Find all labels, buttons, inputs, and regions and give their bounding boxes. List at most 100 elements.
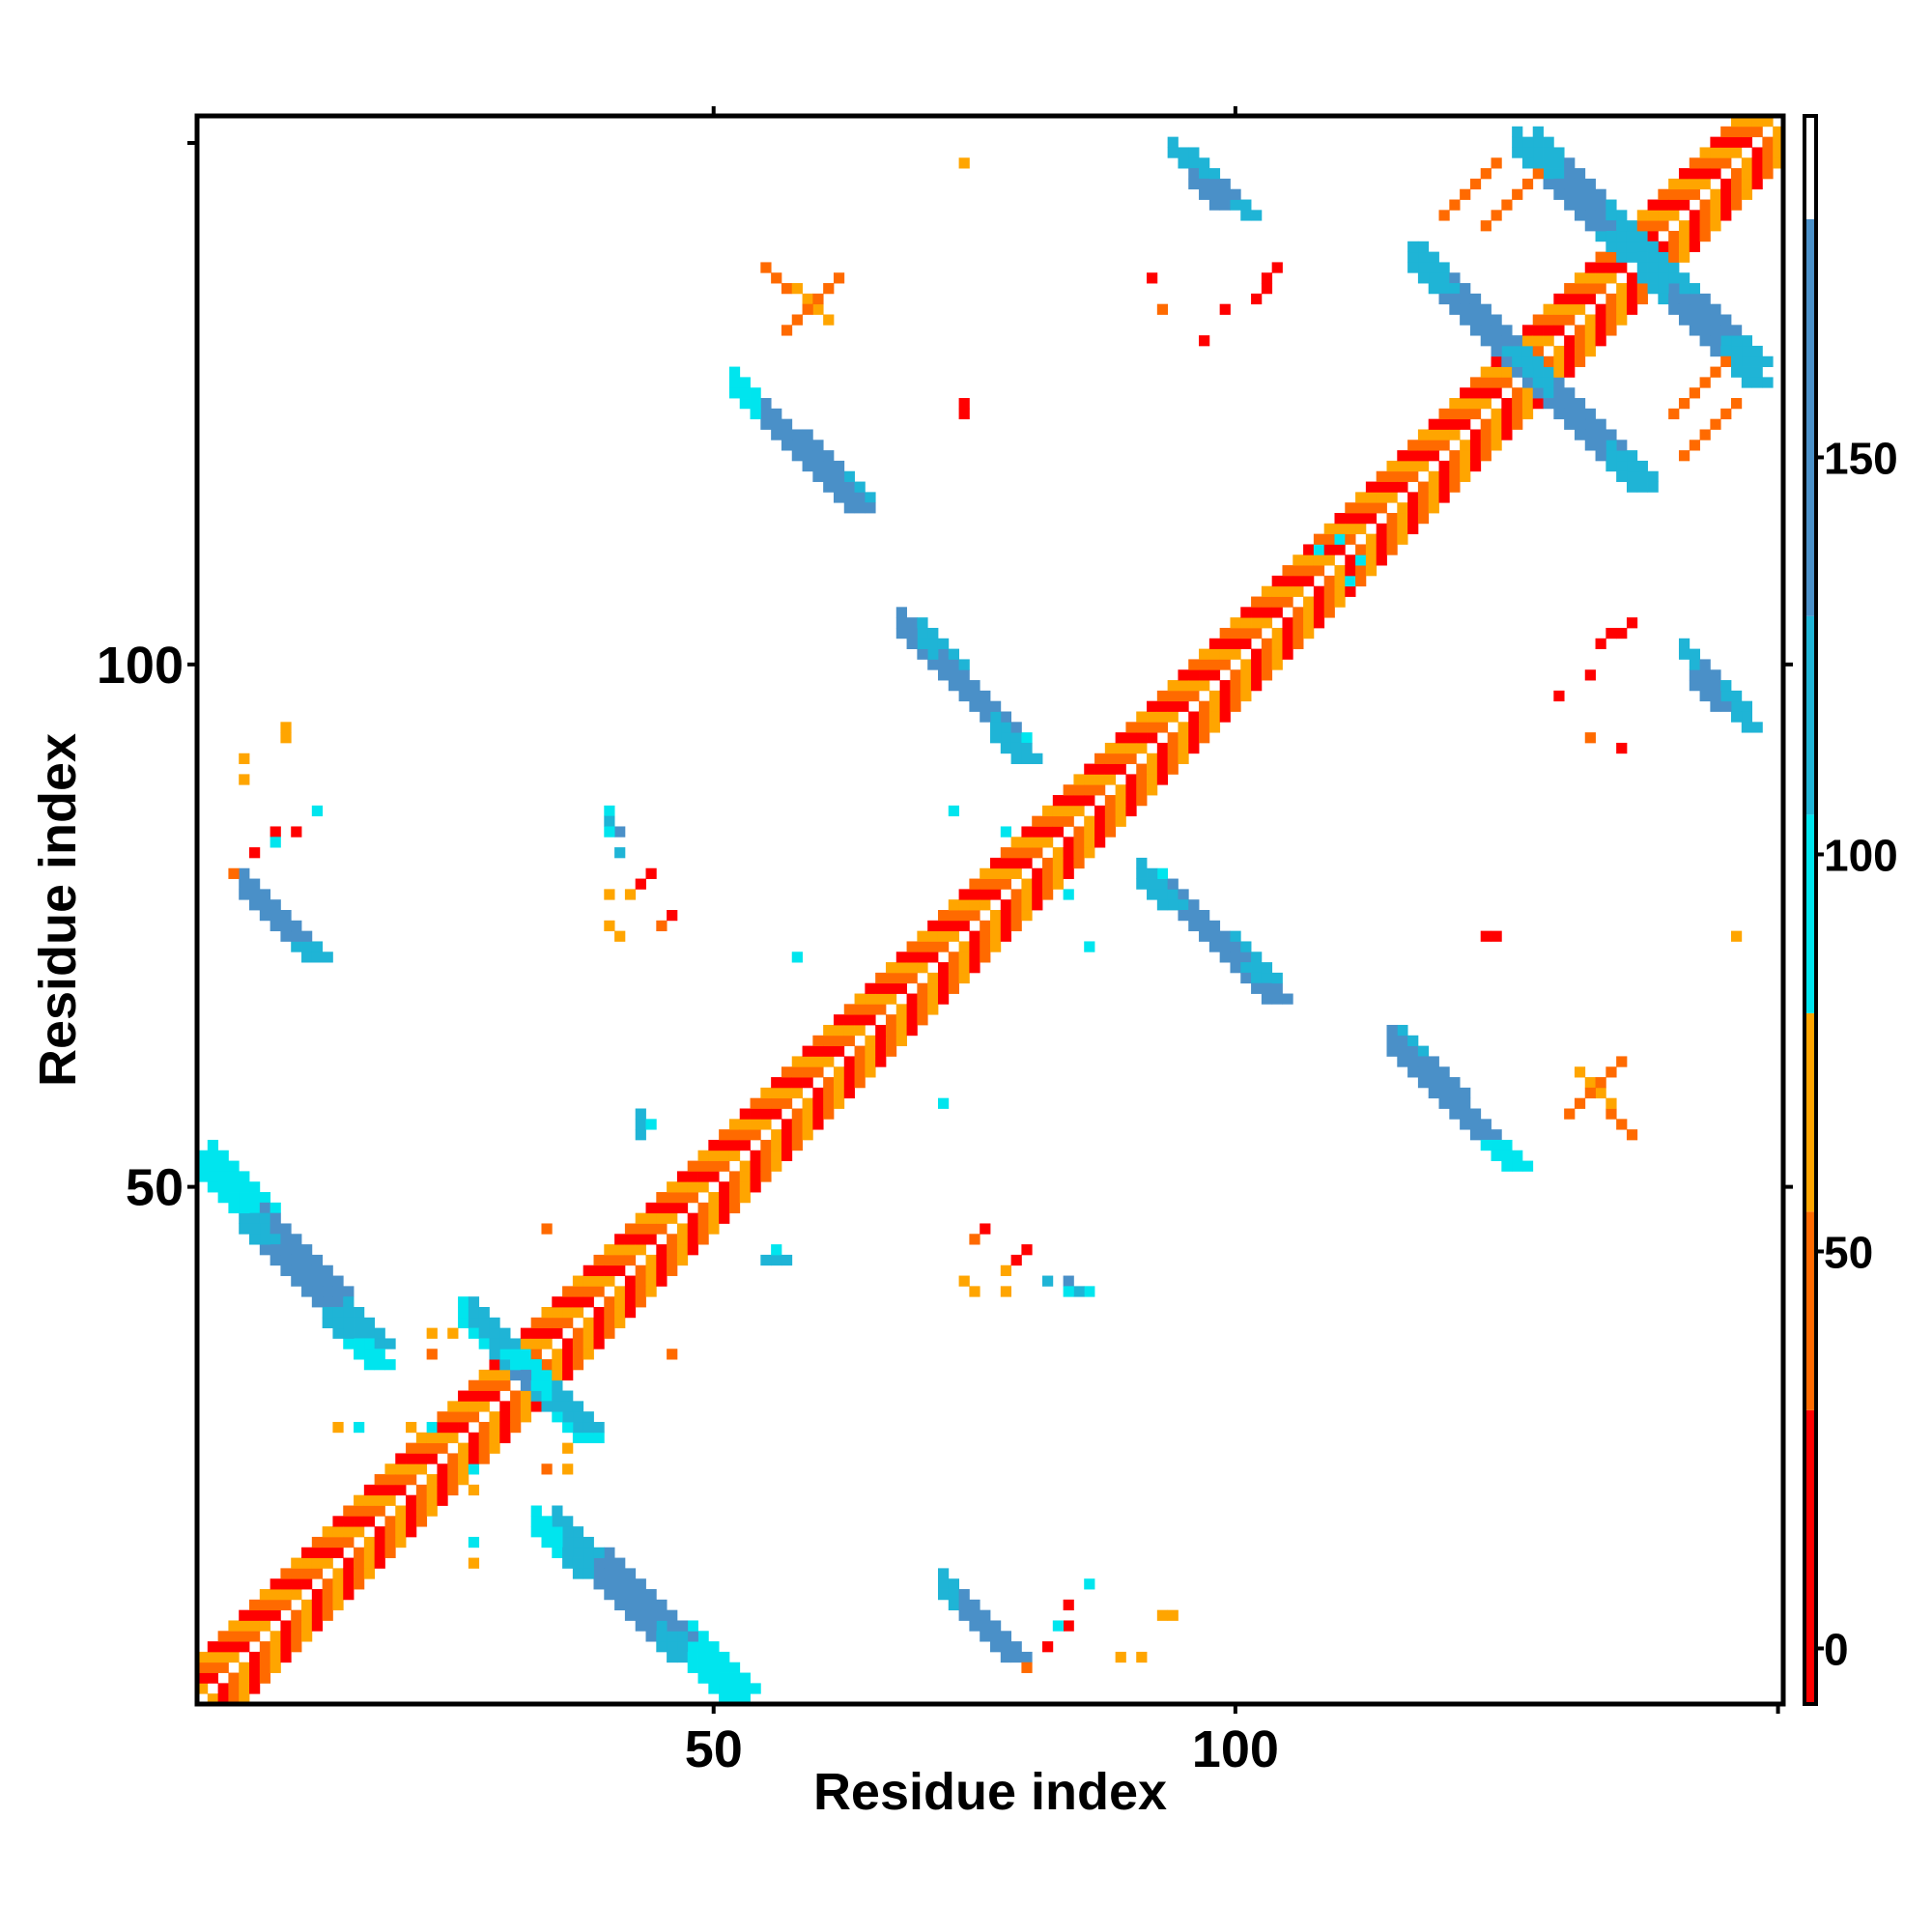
heatmap-cell (1605, 230, 1617, 242)
heatmap-cell (604, 1275, 615, 1287)
heatmap-cell (1208, 659, 1221, 670)
heatmap-cell (1178, 700, 1189, 712)
heatmap-cell (1000, 920, 1011, 932)
heatmap-cell (937, 1097, 950, 1109)
heatmap-cell (322, 1609, 333, 1621)
heatmap-cell (676, 1171, 689, 1182)
heatmap-cell (1584, 210, 1596, 221)
heatmap-cell (541, 1223, 553, 1235)
heatmap-cell (1240, 607, 1252, 618)
heatmap-cell (280, 930, 292, 942)
heatmap-cell (1323, 607, 1335, 618)
heatmap-cell (1199, 732, 1210, 744)
heatmap-cell (1156, 303, 1169, 315)
heatmap-cell (1491, 345, 1502, 357)
heatmap-cell (1720, 147, 1732, 158)
heatmap-cell (645, 1589, 657, 1601)
heatmap-cell (823, 283, 835, 295)
heatmap-cell (1460, 418, 1471, 430)
heatmap-cell (823, 1087, 835, 1099)
heatmap-cell (875, 993, 887, 1005)
heatmap-cell (760, 1119, 772, 1130)
heatmap-cell (406, 1442, 417, 1454)
heatmap-cell (374, 1474, 385, 1486)
heatmap-cell (1386, 492, 1398, 503)
heatmap-cell (667, 1631, 678, 1642)
heatmap-cell (270, 826, 281, 838)
heatmap-cell (1334, 544, 1346, 555)
heatmap-cell (1147, 700, 1158, 712)
heatmap-cell (1323, 575, 1335, 587)
heatmap-cell (1230, 700, 1241, 712)
heatmap-cell (697, 1641, 709, 1653)
heatmap-cell (1188, 178, 1200, 190)
heatmap-cell (1564, 366, 1576, 378)
heatmap-cell (865, 1066, 876, 1078)
heatmap-cell (489, 1379, 500, 1391)
heatmap-cell (426, 1505, 438, 1517)
heatmap-cell (1199, 659, 1210, 670)
heatmap-cell (1125, 784, 1137, 796)
heatmap-cell (739, 1171, 751, 1182)
heatmap-cell (1261, 669, 1273, 681)
heatmap-cell (791, 952, 803, 963)
heatmap-cell (1636, 272, 1648, 284)
heatmap-cell (291, 1568, 302, 1579)
heatmap-cell (1376, 523, 1387, 535)
heatmap-cell (197, 1171, 209, 1182)
heatmap-cell (593, 1264, 605, 1276)
heatmap-cell (667, 910, 678, 922)
heatmap-cell (1282, 596, 1293, 608)
heatmap-cell (656, 1641, 668, 1653)
heatmap-cell (301, 952, 313, 963)
heatmap-cell (228, 1192, 240, 1204)
heatmap-cell (1199, 648, 1210, 660)
heatmap-cell (1574, 1097, 1586, 1109)
heatmap-cell (1491, 314, 1502, 326)
heatmap-cell (771, 1129, 782, 1141)
heatmap-cell (1636, 230, 1648, 242)
heatmap-cell (1365, 481, 1378, 493)
heatmap-cell (1136, 732, 1148, 744)
heatmap-cell (1261, 962, 1273, 974)
heatmap-cell (739, 1129, 751, 1141)
heatmap-cell (301, 930, 313, 942)
heatmap-cell (562, 1557, 574, 1569)
heatmap-cell (572, 1547, 584, 1558)
heatmap-cell (1584, 314, 1596, 326)
heatmap-cell (259, 889, 271, 900)
heatmap-cell (1512, 366, 1523, 378)
heatmap-cell (708, 1683, 720, 1694)
heatmap-cell (510, 1411, 522, 1423)
heatmap-cell (1626, 460, 1638, 472)
heatmap-cell (1345, 585, 1356, 597)
heatmap-cell (374, 1547, 385, 1558)
heatmap-cell (280, 1589, 292, 1601)
heatmap-cell (1460, 387, 1471, 399)
heatmap-cell (1751, 722, 1763, 733)
heatmap-cell (437, 1474, 448, 1486)
heatmap-cell (990, 711, 1002, 723)
heatmap-cell (322, 1307, 333, 1319)
heatmap-cell (1678, 230, 1690, 242)
heatmap-cell (1063, 1275, 1074, 1287)
heatmap-cell (645, 1275, 657, 1287)
heatmap-cell (1365, 492, 1378, 503)
heatmap-cell (1032, 826, 1043, 838)
heatmap-cell (311, 1547, 324, 1558)
heatmap-cell (478, 1369, 490, 1381)
heatmap-cell (1188, 711, 1200, 723)
heatmap-cell (332, 1547, 344, 1558)
heatmap-cell (1710, 157, 1721, 169)
heatmap-cell (1438, 283, 1450, 295)
heatmap-cell (332, 1526, 344, 1538)
heatmap-cell (520, 1338, 532, 1350)
heatmap-cell (635, 1264, 646, 1276)
heatmap-cell (1208, 168, 1221, 180)
heatmap-cell (1626, 470, 1638, 482)
heatmap-cell (833, 1035, 845, 1047)
heatmap-cell (1636, 293, 1648, 305)
heatmap-cell (1334, 585, 1346, 597)
heatmap-cell (291, 1641, 302, 1653)
heatmap-cell (937, 962, 950, 974)
